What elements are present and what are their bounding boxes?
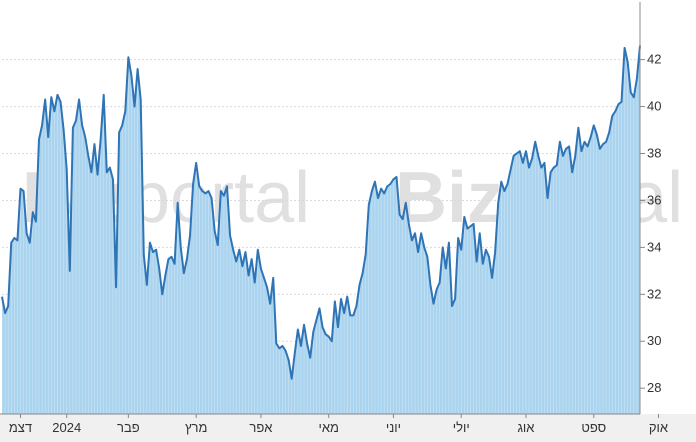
x-tick-label: דצמ <box>9 420 32 435</box>
y-tick-label: 42 <box>647 52 661 67</box>
series-line <box>1 45 641 380</box>
x-tick-label: 2024 <box>52 420 81 435</box>
x-axis-band <box>0 414 696 442</box>
x-tick-label: פבר <box>117 420 140 435</box>
y-tick-label: 32 <box>647 286 661 301</box>
x-tick-label: יולי <box>453 420 470 435</box>
y-tick-label: 28 <box>647 380 661 395</box>
x-tick-label: מרץ <box>185 420 207 435</box>
x-tick-label: יוני <box>386 420 401 435</box>
x-tick-label: ספט <box>581 420 606 435</box>
y-tick-label: 34 <box>647 239 661 254</box>
x-tick-label: אוג <box>517 420 534 435</box>
y-tick-label: 30 <box>647 333 661 348</box>
y-tick-label: 38 <box>647 146 661 161</box>
series-layer <box>1 45 641 415</box>
y-tick-label: 36 <box>647 192 661 207</box>
series-area <box>2 45 640 415</box>
y-tick-label: 40 <box>647 99 661 114</box>
x-tick-label: אפר <box>249 420 272 435</box>
x-tick-label: אוק <box>649 420 668 435</box>
x-tick-label: מאי <box>318 420 338 435</box>
